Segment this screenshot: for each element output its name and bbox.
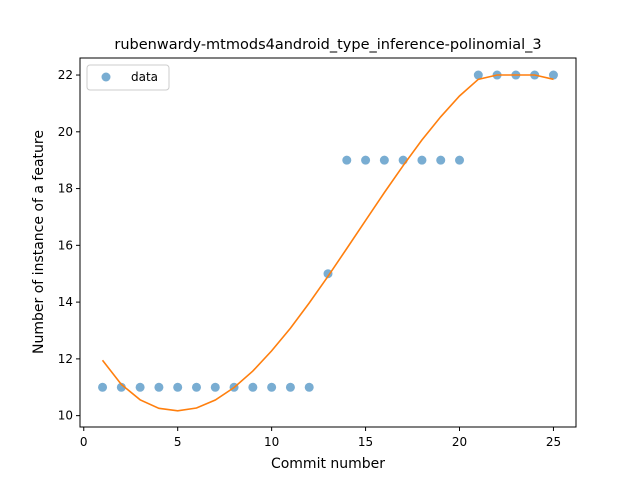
data-point — [361, 155, 371, 165]
data-point — [248, 382, 258, 392]
data-point — [323, 269, 333, 279]
data-point — [173, 382, 183, 392]
data-point — [191, 382, 201, 392]
x-axis-label: Commit number — [271, 456, 385, 472]
x-axis-ticks: 0 5 10 15 20 25 — [80, 427, 561, 449]
data-point — [473, 70, 483, 80]
axes-frame — [79, 57, 577, 428]
y-axis-label: Number of instance of a feature — [31, 130, 47, 354]
y-tick-label: 16 — [58, 238, 73, 252]
x-tick-label: 15 — [358, 435, 373, 449]
legend-label-data: data — [131, 70, 158, 84]
fit-line — [101, 74, 554, 412]
data-point — [154, 382, 164, 392]
x-tick-label: 5 — [174, 435, 182, 449]
data-point — [210, 382, 220, 392]
data-point — [304, 382, 314, 392]
plot-area — [98, 70, 558, 412]
y-tick-label: 18 — [58, 182, 73, 196]
data-point — [267, 382, 277, 392]
data-point — [455, 155, 465, 165]
y-tick-label: 22 — [58, 68, 73, 82]
data-point — [548, 70, 558, 80]
legend-marker-data — [101, 72, 111, 82]
data-point — [417, 155, 427, 165]
x-tick-label: 0 — [80, 435, 88, 449]
data-point — [135, 382, 145, 392]
data-point — [98, 382, 108, 392]
x-tick-label: 10 — [264, 435, 279, 449]
data-point — [436, 155, 446, 165]
legend-box — [86, 64, 170, 91]
x-tick-label: 20 — [452, 435, 467, 449]
data-point — [342, 155, 352, 165]
y-tick-label: 20 — [58, 125, 73, 139]
data-point — [285, 382, 295, 392]
y-tick-label: 10 — [58, 409, 73, 423]
chart-title: rubenwardy-mtmods4android_type_inference… — [114, 37, 541, 53]
x-tick-label: 25 — [546, 435, 561, 449]
y-tick-label: 14 — [58, 295, 73, 309]
axes — [79, 57, 577, 428]
data-point — [116, 382, 126, 392]
y-tick-label: 12 — [58, 352, 73, 366]
legend: data — [86, 64, 170, 91]
data-point — [379, 155, 389, 165]
y-axis-ticks: 10 12 14 16 18 20 22 — [58, 68, 80, 423]
